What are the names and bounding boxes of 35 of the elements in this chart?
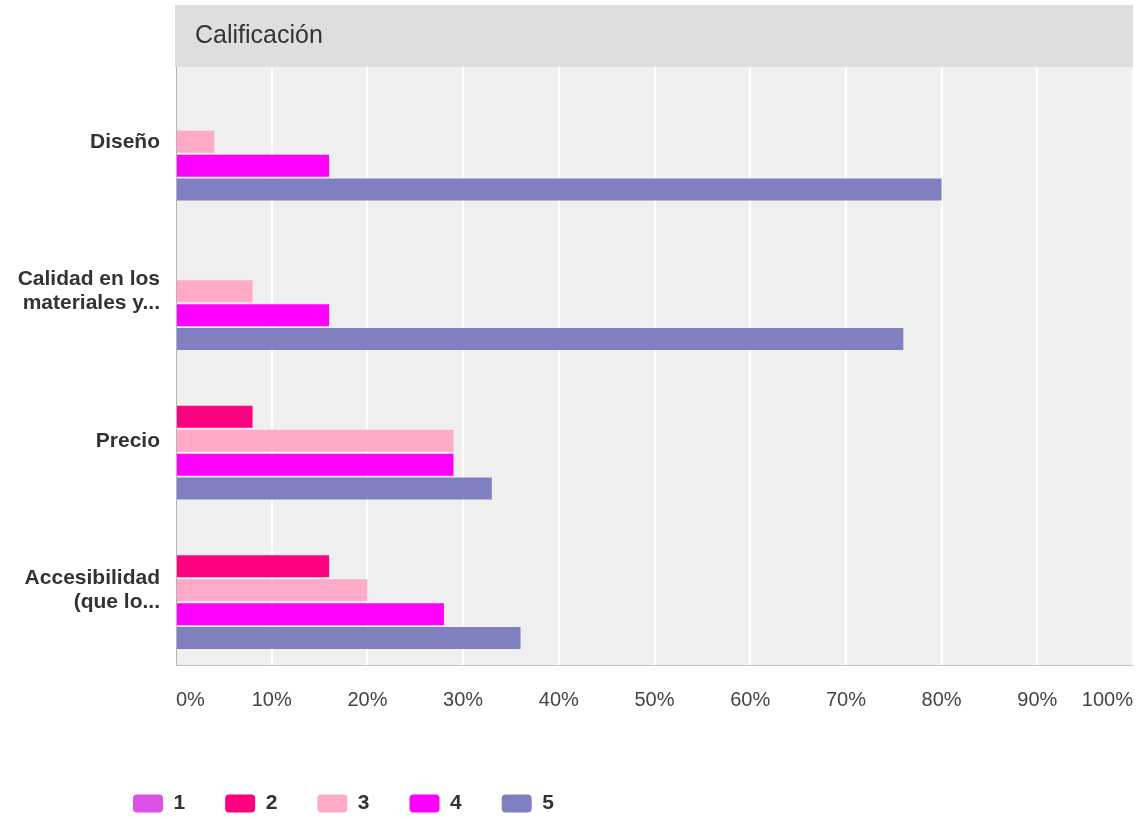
bar (177, 477, 492, 500)
bar (177, 555, 330, 578)
legend-label: 3 (357, 790, 370, 814)
x-tick-label: 100% (1081, 687, 1134, 710)
bar (177, 280, 253, 303)
legend-label: 1 (173, 790, 186, 814)
bar (177, 304, 330, 327)
x-tick-label: 50% (634, 687, 675, 710)
x-tick-label: 20% (347, 687, 388, 710)
bar (177, 405, 253, 428)
chart-title: Calificación (195, 19, 323, 48)
legend-label: 4 (450, 790, 463, 814)
x-tick-label: 80% (921, 687, 962, 710)
x-tick-label: 0% (176, 687, 206, 710)
bar (177, 429, 454, 452)
bar (177, 178, 942, 201)
x-tick-label: 90% (1017, 687, 1058, 710)
x-tick-label: 60% (730, 687, 771, 710)
x-tick-label: 30% (443, 687, 484, 710)
bar (177, 130, 215, 153)
x-tick-label: 70% (825, 687, 867, 710)
y-tick-label: Calidad en los materiales y... (17, 265, 160, 314)
y-tick-label: Accesibilidad (que lo... (24, 564, 160, 613)
y-tick-label: Diseño (89, 128, 160, 152)
x-tick-label: 40% (538, 687, 580, 710)
bar (177, 579, 368, 602)
y-tick-label: Precio (95, 427, 160, 451)
x-tick-label: 10% (251, 687, 292, 710)
bar (177, 328, 904, 351)
bar (177, 453, 454, 476)
legend-label: 5 (542, 790, 555, 814)
bar (177, 154, 330, 177)
bar (177, 627, 521, 650)
legend-label: 2 (265, 790, 278, 814)
bar (177, 603, 444, 626)
